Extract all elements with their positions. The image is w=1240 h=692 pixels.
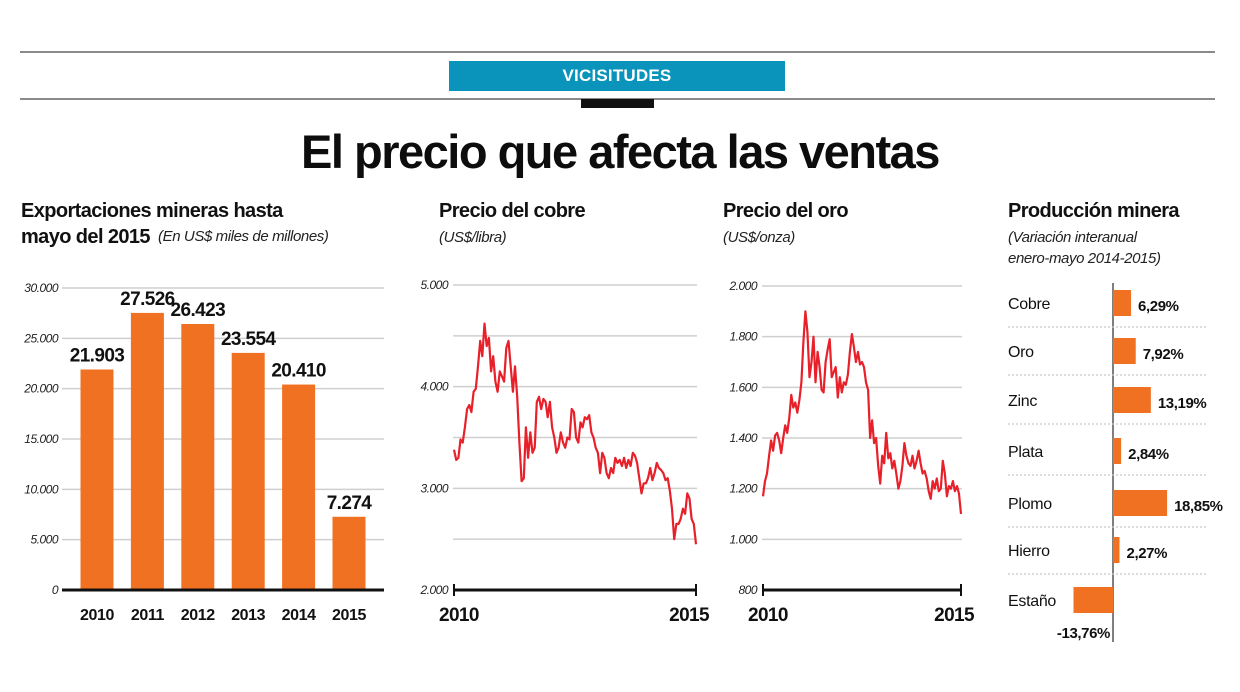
exports-bar-chart: 0 5.000 10.000 15.000 20.000 25.000 30.000 21.9… [23,281,384,624]
bar [332,516,366,590]
y-tick-label: 5.000 [420,278,448,292]
category-label: Hierro [1008,543,1050,560]
production-bar-chart: Cobre 6,29% Oro 7,92% Zinc 13,19% Plata 2,84% Pl… [1008,283,1223,642]
y-tick-label: 2.000 [419,583,448,597]
bar-value-label: 27.526 [120,289,175,310]
bar-value-label: 2,84% [1128,446,1169,463]
y-tick-label: 3.000 [420,481,448,495]
exports-title-line1: Exportaciones mineras hasta [21,200,283,222]
x-tick-label: 2011 [131,607,165,624]
price-line [452,322,698,545]
y-tick-label: 5.000 [30,533,58,547]
category-label: Estaño [1008,593,1056,610]
category-label: Cobre [1008,296,1050,313]
y-tick-label: 800 [738,583,757,597]
x-tick-label: 2013 [231,607,265,624]
x-tick-label: 2010 [439,605,479,626]
production-subtitle-line1: (Variación interanual [1008,229,1137,246]
exports-title-line2: mayo del 2015 [21,226,151,248]
bar-value-label: 23.554 [221,329,277,350]
price-line [761,310,963,515]
bar [1113,290,1132,316]
y-tick-label: 1.800 [729,330,757,344]
bar [181,324,215,590]
copper-subtitle: (US$/libra) [439,229,507,246]
bar [1113,338,1136,364]
y-tick-label: 1.600 [729,380,757,394]
x-tick-label: 2015 [332,607,366,624]
y-tick-label: 4.000 [420,380,448,394]
bar-value-label: 26.423 [171,300,226,321]
main-title: El precio que afecta las ventas [301,125,940,178]
y-tick-label: 10.000 [24,482,59,496]
bar [130,312,164,590]
bar-value-label: 2,27% [1127,545,1168,562]
gold-title: Precio del oro [723,200,849,222]
bar [1113,387,1151,413]
copper-title: Precio del cobre [439,200,586,222]
bar [282,384,316,590]
y-tick-label: 1.400 [729,431,757,445]
exports-subtitle: (En US$ miles de millones) [158,228,329,245]
y-tick-label: 2.000 [728,279,757,293]
production-subtitle-line2: enero-mayo 2014-2015) [1008,250,1161,267]
bar-value-label: 21.903 [70,346,125,367]
copper-price-chart: 2.000 3.000 4.000 5.000 2010 2015 [419,278,710,626]
x-tick-label: 2015 [934,605,975,626]
y-tick-label: 25.000 [23,331,59,345]
bar-value-label: 18,85% [1174,498,1223,515]
bar [1113,537,1120,563]
bar [80,369,114,590]
gold-price-chart: 800 1.000 1.200 1.400 1.600 1.800 2.000 2010 201… [728,279,975,626]
y-tick-label: 30.000 [24,281,59,295]
x-tick-label: 2010 [80,607,114,624]
category-label: Plata [1008,444,1043,461]
top-rule [20,51,1215,53]
production-title: Producción minera [1008,200,1180,222]
category-label: Zinc [1008,393,1037,410]
category-label: Plomo [1008,496,1052,513]
bar-value-label: 6,29% [1138,298,1179,315]
y-tick-label: 15.000 [24,432,59,446]
bar [231,352,265,590]
bar [1113,438,1122,464]
section-tag-banner: VICISITUDES [449,61,785,91]
y-tick-label: 20.000 [23,382,59,396]
category-label: Oro [1008,344,1034,361]
x-tick-label: 2015 [669,605,710,626]
x-tick-label: 2012 [181,607,215,624]
x-tick-label: 2014 [282,607,316,624]
gold-subtitle: (US$/onza) [723,229,795,246]
bar-value-label: -13,76% [1057,625,1110,642]
bar-value-label: 7.274 [327,493,373,514]
section-tag-label: VICISITUDES [562,66,672,85]
banner-notch [581,99,654,108]
bar-value-label: 20.410 [271,361,326,382]
y-tick-label: 1.200 [729,482,757,496]
bar [1073,587,1113,613]
x-tick-label: 2010 [748,605,788,626]
y-tick-label: 1.000 [729,532,757,546]
bar-value-label: 7,92% [1143,346,1184,363]
bar [1113,490,1168,516]
y-tick-label: 0 [52,583,59,597]
bar-value-label: 13,19% [1158,395,1207,412]
